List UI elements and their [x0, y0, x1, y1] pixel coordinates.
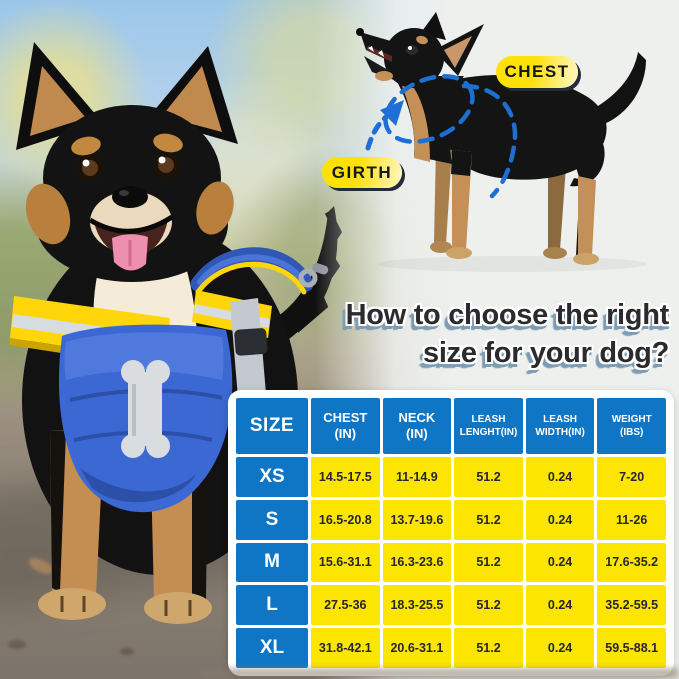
- m-neck: 16.3-23.6: [382, 542, 452, 583]
- m-leash-length: 51.2: [454, 542, 523, 583]
- xl-chest: 31.8-42.1: [311, 628, 380, 668]
- s-weight: 11-26: [597, 499, 666, 540]
- girth-dashed-ellipse: [383, 74, 475, 144]
- xs-chest: 14.5-17.5: [311, 457, 380, 497]
- heading-line-2: size for your dog?: [423, 337, 669, 369]
- pebble-detail: [120, 648, 134, 655]
- size-table: SIZE CHEST (IN) NECK (IN) LEASH LENGHT(I…: [228, 390, 674, 676]
- size-row-label-xl: XL: [236, 628, 308, 668]
- dog-body: [436, 74, 607, 180]
- s-leash-length: 51.2: [454, 499, 523, 540]
- page-title: How to choose the right size for your do…: [269, 296, 670, 372]
- pebble-detail: [8, 640, 26, 649]
- xs-weight: 7-20: [597, 457, 666, 497]
- dog-tail: [598, 52, 646, 124]
- chest-dashed-arc: [461, 83, 518, 199]
- measure-dog-photo: [356, 12, 647, 272]
- table-header-chest: CHEST (IN): [311, 398, 380, 454]
- m-weight: 17.6-35.2: [597, 542, 666, 583]
- dog-eye: [406, 45, 418, 55]
- girth-label-pill: GIRTH: [322, 157, 402, 188]
- table-header-neck: NECK (IN): [382, 398, 452, 454]
- l-leash-width: 0.24: [525, 585, 595, 626]
- s-neck: 13.7-19.6: [382, 499, 452, 540]
- l-weight: 35.2-59.5: [597, 585, 666, 626]
- bone-ornament: [121, 360, 170, 458]
- table-header-size: SIZE: [236, 398, 308, 454]
- dog-head: [384, 28, 444, 88]
- xl-leash-length: 51.2: [454, 628, 523, 668]
- l-chest: 27.5-36: [311, 585, 380, 626]
- size-row-label-m: M: [236, 542, 308, 583]
- size-row-label-l: L: [236, 585, 308, 626]
- size-row-label-xs: XS: [236, 457, 308, 497]
- table-header-weight: WEIGHT (IBS): [597, 398, 666, 454]
- l-neck: 18.3-25.5: [382, 585, 452, 626]
- dog-front-leg: [434, 146, 452, 244]
- xs-leash-width: 0.24: [525, 457, 595, 497]
- dog-rear-leg: [548, 162, 566, 250]
- xs-neck: 11-14.9: [382, 457, 452, 497]
- girth-arrow-icon: [365, 114, 389, 151]
- s-chest: 16.5-20.8: [311, 499, 380, 540]
- s-leash-width: 0.24: [525, 499, 595, 540]
- dog-rear-leg: [578, 176, 596, 256]
- dog-nose: [112, 186, 148, 208]
- m-leash-width: 0.24: [525, 542, 595, 583]
- table-header-leash-width: LEASH WIDTH(IN): [525, 398, 595, 454]
- xl-neck: 20.6-31.1: [382, 628, 452, 668]
- xl-leash-width: 0.24: [525, 628, 595, 668]
- heading-line-1: How to choose the right: [345, 299, 670, 331]
- chest-label-pill: CHEST: [496, 56, 578, 88]
- size-row-label-s: S: [236, 499, 308, 540]
- table-header-leash-length: LEASH LENGHT(IN): [454, 398, 523, 454]
- xs-leash-length: 51.2: [454, 457, 523, 497]
- main-dog-photo: [9, 42, 343, 624]
- xl-weight: 59.5-88.1: [597, 628, 666, 668]
- ground-strip: [200, 668, 679, 679]
- chest-label: CHEST: [504, 62, 570, 81]
- m-chest: 15.6-31.1: [311, 542, 380, 583]
- l-leash-length: 51.2: [454, 585, 523, 626]
- harness-buckle: [234, 328, 268, 356]
- girth-label: GIRTH: [331, 162, 393, 182]
